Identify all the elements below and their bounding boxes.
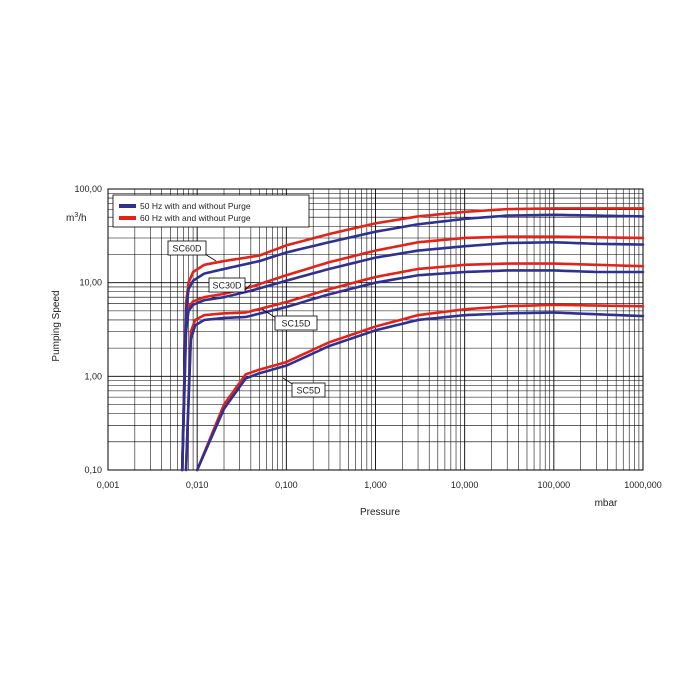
y-unit-base: m <box>66 213 74 224</box>
legend: 50 Hz with and without Purge 60 Hz with … <box>112 194 310 228</box>
callout-sc15d: SC15D <box>261 308 318 331</box>
x-tick-label: 0,001 <box>97 480 120 490</box>
y-tick-label: 0,10 <box>84 465 102 475</box>
legend-label-50hz: 50 Hz with and without Purge <box>140 201 251 211</box>
tick-labels: 0,001 0,010 0,100 1,000 10,000 100,000 1000,00… <box>74 184 661 490</box>
series-line-sc60d-50hz <box>180 213 645 472</box>
x-axis-title: Pressure <box>360 507 400 518</box>
callout-box-sc15d <box>274 315 318 331</box>
callout-label-sc15d: SC15D <box>281 319 311 329</box>
y-axis-title-group: Pumping Speed <box>51 290 62 361</box>
callout-label-sc30d: SC30D <box>212 281 242 291</box>
callout-box-sc30d <box>208 277 246 293</box>
legend-box <box>112 194 310 228</box>
callout-label-sc60d: SC60D <box>172 244 202 254</box>
x-axis-unit: mbar <box>595 498 618 509</box>
x-tick-label: 1,000 <box>364 480 387 490</box>
y-unit-exponent: 3 <box>74 212 78 219</box>
grid-lines <box>107 189 643 471</box>
x-tick-label: 1000,000 <box>624 480 662 490</box>
callout-label-sc5d: SC5D <box>296 386 321 396</box>
plot-frame <box>107 188 644 471</box>
y-tick-label: 1,00 <box>84 371 102 381</box>
series-line-sc5d-50hz <box>195 311 645 472</box>
legend-label-60hz: 60 Hz with and without Purge <box>140 213 251 223</box>
x-tick-label: 10,000 <box>451 480 479 490</box>
callout-sc60d: SC60D <box>167 240 217 262</box>
series-line-sc15d-50hz <box>184 269 645 472</box>
y-unit-tail: /h <box>78 213 86 224</box>
series-line-sc15d-60hz <box>184 262 645 472</box>
series-lines <box>180 207 645 472</box>
series-line-sc30d-60hz <box>180 235 645 472</box>
y-tick-label: 100,00 <box>74 184 102 194</box>
callout-leader-sc15d <box>261 308 277 319</box>
y-axis-title: Pumping Speed <box>51 290 62 361</box>
callout-sc30d: SC30D <box>208 277 252 293</box>
series-line-sc60d-60hz <box>180 207 645 472</box>
y-tick-label: 10,00 <box>79 278 102 288</box>
callout-box-sc5d <box>291 382 326 398</box>
series-line-sc30d-50hz <box>180 240 645 472</box>
callout-leader-sc60d <box>204 253 217 262</box>
x-tick-label: 0,010 <box>186 480 209 490</box>
callout-sc5d: SC5D <box>282 377 326 398</box>
series-line-sc5d-60hz <box>195 303 645 472</box>
y-axis-unit: m3/h <box>66 212 87 224</box>
callout-box-sc60d <box>167 240 207 256</box>
x-tick-label: 0,100 <box>275 480 298 490</box>
x-tick-label: 100,000 <box>538 480 571 490</box>
